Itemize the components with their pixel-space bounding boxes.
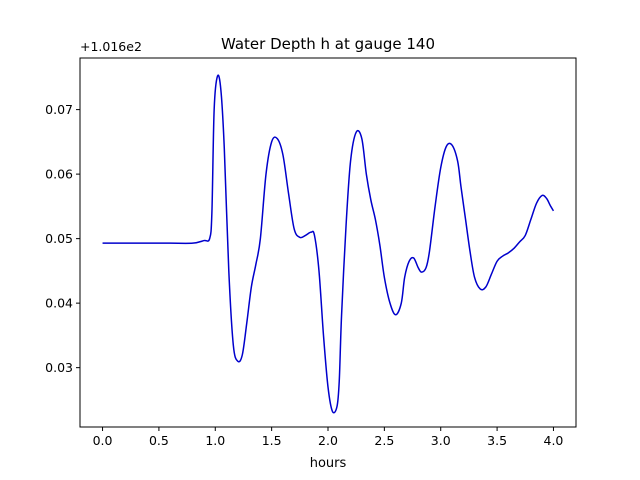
x-tick-label: 1.5 <box>262 433 282 448</box>
y-tick-label: 0.06 <box>45 167 73 182</box>
y-axis: 0.03 0.04 0.05 0.06 0.07 <box>45 102 80 375</box>
x-tick-label: 0.5 <box>149 433 169 448</box>
chart-title: Water Depth h at gauge 140 <box>221 35 435 53</box>
x-tick-label: 3.0 <box>431 433 451 448</box>
y-tick-label: 0.05 <box>45 231 73 246</box>
x-axis-label: hours <box>310 456 347 471</box>
y-tick-label: 0.04 <box>45 296 73 311</box>
x-tick-label: 0.0 <box>93 433 113 448</box>
y-offset-label: +1.016e2 <box>80 39 142 54</box>
y-tick-label: 0.03 <box>45 360 73 375</box>
x-tick-label: 2.5 <box>374 433 394 448</box>
x-tick-label: 2.0 <box>318 433 338 448</box>
series-line <box>102 74 555 414</box>
y-tick-label: 0.07 <box>45 102 73 117</box>
x-tick-label: 4.0 <box>544 433 564 448</box>
x-tick-label: 3.5 <box>487 433 507 448</box>
x-axis: 0.0 0.5 1.0 1.5 2.0 2.5 3.0 3.5 4.0 <box>93 427 564 448</box>
x-tick-label: 1.0 <box>205 433 225 448</box>
